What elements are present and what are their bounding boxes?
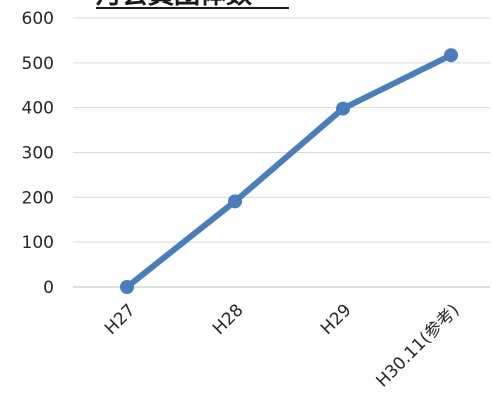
gridlines — [73, 17, 490, 243]
y-tick-label: 400 — [22, 99, 54, 119]
data-point-H30.11(参考) — [444, 48, 458, 63]
y-tick-label: 200 — [22, 188, 54, 208]
y-tick-label: 0 — [43, 278, 54, 298]
x-tick-label: H27 — [101, 300, 139, 338]
x-tick-label: H30.11(参考) — [373, 300, 464, 391]
x-tick-label: H28 — [209, 300, 247, 338]
y-tick-label: 100 — [22, 233, 54, 253]
y-tick-label: 500 — [22, 54, 54, 74]
x-tick-label: H29 — [317, 300, 355, 338]
data-point-H29 — [336, 101, 350, 116]
data-point-H27 — [120, 280, 134, 294]
data-point-H28 — [228, 194, 242, 209]
series-layer — [120, 48, 458, 294]
labels: 0 100 200 300 400 500 600 H27 H28 H29 H30.11(参考) — [22, 9, 464, 391]
chart-title: 月会員団体数 — [95, 0, 253, 10]
y-tick-label: 300 — [22, 144, 54, 164]
y-tick-label: 600 — [22, 9, 54, 29]
series-line — [124, 52, 454, 290]
